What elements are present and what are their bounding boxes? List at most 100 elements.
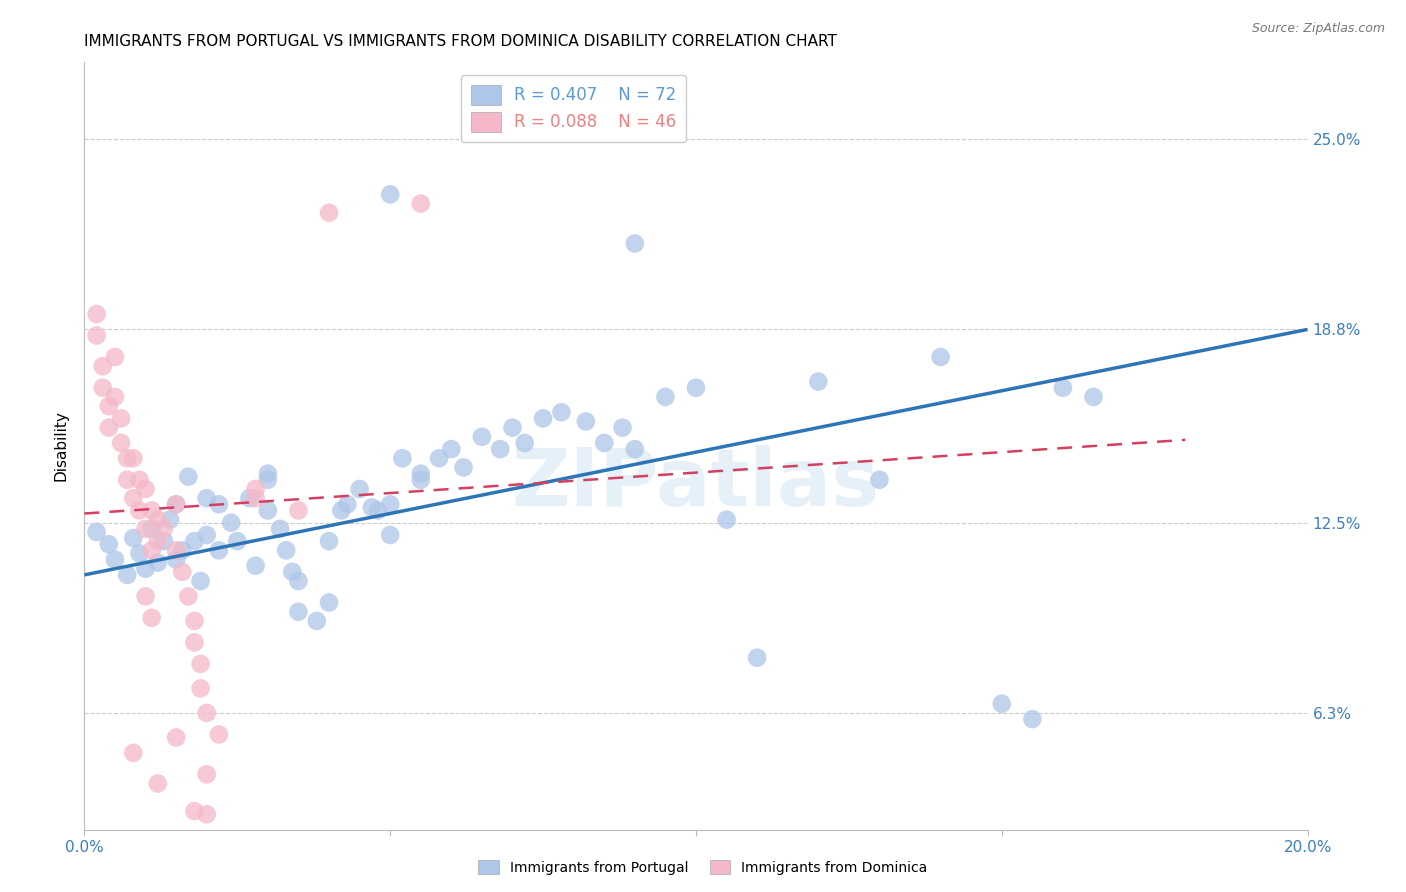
Point xyxy=(245,491,267,505)
Point xyxy=(122,531,145,545)
Point xyxy=(195,706,218,720)
Point xyxy=(115,473,138,487)
Point xyxy=(330,503,353,517)
Point xyxy=(531,411,554,425)
Point xyxy=(104,390,127,404)
Point xyxy=(276,543,298,558)
Point xyxy=(135,590,157,604)
Legend: Immigrants from Portugal, Immigrants from Dominica: Immigrants from Portugal, Immigrants fro… xyxy=(472,855,934,880)
Point xyxy=(257,467,280,481)
Point xyxy=(141,611,163,625)
Point xyxy=(172,543,194,558)
Point xyxy=(269,522,291,536)
Point xyxy=(654,390,676,404)
Point xyxy=(489,442,512,456)
Point xyxy=(991,697,1014,711)
Point xyxy=(281,565,304,579)
Point xyxy=(453,460,475,475)
Point xyxy=(141,503,163,517)
Point xyxy=(1083,390,1105,404)
Point xyxy=(318,206,340,220)
Point xyxy=(165,552,187,566)
Point xyxy=(165,497,187,511)
Point xyxy=(257,503,280,517)
Point xyxy=(97,399,120,413)
Point xyxy=(409,467,432,481)
Point xyxy=(128,503,150,517)
Point xyxy=(159,513,181,527)
Point xyxy=(86,524,108,539)
Point xyxy=(86,328,108,343)
Point xyxy=(110,436,132,450)
Point xyxy=(208,727,231,741)
Text: IMMIGRANTS FROM PORTUGAL VS IMMIGRANTS FROM DOMINICA DISABILITY CORRELATION CHAR: IMMIGRANTS FROM PORTUGAL VS IMMIGRANTS F… xyxy=(84,34,837,49)
Point xyxy=(165,543,187,558)
Point xyxy=(593,436,616,450)
Point xyxy=(183,534,205,549)
Point xyxy=(360,500,382,515)
Point xyxy=(1021,712,1043,726)
Point xyxy=(195,528,218,542)
Point xyxy=(153,534,176,549)
Point xyxy=(427,451,450,466)
Point xyxy=(257,473,280,487)
Point xyxy=(146,776,169,790)
Point xyxy=(190,681,212,696)
Point xyxy=(380,528,402,542)
Point xyxy=(502,420,524,434)
Y-axis label: Disability: Disability xyxy=(53,410,69,482)
Point xyxy=(624,442,647,456)
Point xyxy=(1052,381,1074,395)
Point xyxy=(97,537,120,551)
Point xyxy=(716,513,738,527)
Point xyxy=(122,746,145,760)
Point xyxy=(91,359,114,374)
Point xyxy=(122,451,145,466)
Point xyxy=(208,543,231,558)
Point xyxy=(135,482,157,496)
Point xyxy=(141,522,163,536)
Point xyxy=(287,605,309,619)
Point xyxy=(869,473,891,487)
Point xyxy=(195,807,218,822)
Point xyxy=(146,534,169,549)
Point xyxy=(190,574,212,588)
Point xyxy=(183,614,205,628)
Point xyxy=(141,543,163,558)
Point xyxy=(177,469,200,483)
Point xyxy=(624,236,647,251)
Point xyxy=(245,558,267,573)
Point xyxy=(380,497,402,511)
Text: Source: ZipAtlas.com: Source: ZipAtlas.com xyxy=(1251,22,1385,36)
Point xyxy=(287,503,309,517)
Point xyxy=(550,405,572,419)
Point xyxy=(104,552,127,566)
Point xyxy=(238,491,260,505)
Point xyxy=(471,430,494,444)
Point xyxy=(146,513,169,527)
Legend: R = 0.407    N = 72, R = 0.088    N = 46: R = 0.407 N = 72, R = 0.088 N = 46 xyxy=(461,75,686,142)
Point xyxy=(115,567,138,582)
Point xyxy=(183,635,205,649)
Point xyxy=(190,657,212,671)
Point xyxy=(153,522,176,536)
Point xyxy=(305,614,328,628)
Point xyxy=(349,482,371,496)
Point xyxy=(367,503,389,517)
Point xyxy=(97,420,120,434)
Point xyxy=(135,562,157,576)
Point xyxy=(115,451,138,466)
Point xyxy=(287,574,309,588)
Point xyxy=(929,350,952,364)
Point xyxy=(183,804,205,818)
Point xyxy=(807,375,830,389)
Point xyxy=(104,350,127,364)
Point xyxy=(146,556,169,570)
Point xyxy=(128,546,150,560)
Point xyxy=(318,534,340,549)
Point xyxy=(226,534,249,549)
Point xyxy=(86,307,108,321)
Point xyxy=(135,522,157,536)
Point xyxy=(318,595,340,609)
Point xyxy=(177,590,200,604)
